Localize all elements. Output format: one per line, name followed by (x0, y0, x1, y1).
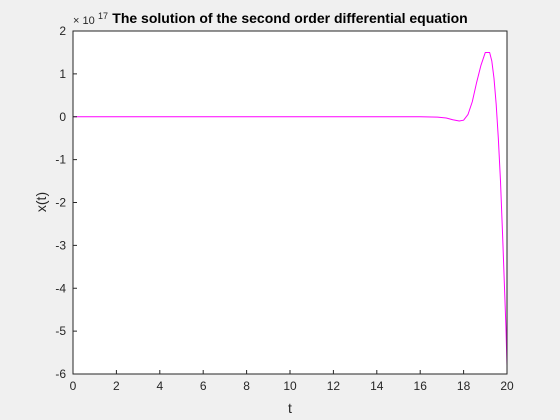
series-layer (73, 51, 508, 366)
y-tick-label: -4 (55, 281, 66, 295)
y-tick-label: -1 (55, 153, 66, 167)
series-line-0 (73, 51, 508, 366)
y-tick-label: 0 (59, 110, 66, 124)
x-tick-label: 12 (327, 379, 341, 393)
y-axis-ticks: -6 -5 -4 -3 -2 -1 0 1 2 (55, 24, 77, 381)
y-tick-label: -6 (55, 367, 66, 381)
y-tick-label: -2 (55, 196, 66, 210)
x-tick-label: 4 (156, 379, 163, 393)
axes-background (73, 31, 507, 374)
x-tick-label: 0 (70, 379, 77, 393)
y-tick-label: -5 (55, 324, 66, 338)
x-tick-label: 14 (370, 379, 384, 393)
y-tick-label: 2 (59, 24, 66, 38)
x-tick-label: 20 (500, 379, 514, 393)
x-tick-label: 18 (457, 379, 471, 393)
x-axis-label: t (288, 400, 292, 416)
x-tick-label: 10 (283, 379, 297, 393)
x-tick-label: 8 (243, 379, 250, 393)
y-axis-label: x(t) (33, 192, 49, 212)
y-tick-label: -3 (55, 238, 66, 252)
y-tick-label: 1 (59, 67, 66, 81)
x-tick-label: 2 (113, 379, 120, 393)
x-tick-label: 16 (414, 379, 428, 393)
x-axis-ticks: 0 2 4 6 8 10 12 14 16 18 20 (70, 370, 514, 393)
y-exponent-power: 17 (98, 11, 108, 21)
x-tick-label: 6 (200, 379, 207, 393)
y-exponent-base: × 10 (73, 15, 95, 27)
y-exponent: × 10 17 (73, 11, 108, 27)
chart-title: The solution of the second order differe… (112, 10, 467, 26)
